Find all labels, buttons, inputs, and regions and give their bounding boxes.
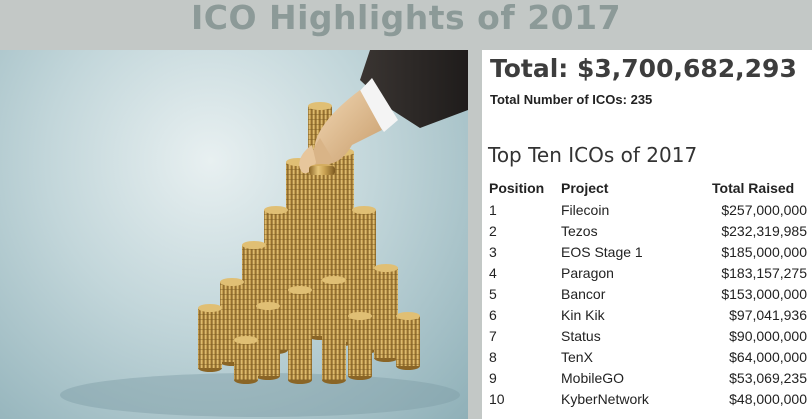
cell-project: Bancor: [561, 285, 606, 302]
cell-total-raised: $153,000,000: [721, 285, 807, 302]
cell-project: Kin Kik: [561, 306, 605, 323]
coin-stacks-photo: [0, 50, 468, 419]
ico-count: Total Number of ICOs: 235: [490, 92, 653, 107]
table-row: 7 Status $90,000,000: [489, 325, 807, 346]
table-row: 9 MobileGO $53,069,235: [489, 367, 807, 388]
cell-position: 2: [489, 222, 497, 239]
cell-project: EOS Stage 1: [561, 243, 643, 260]
table-row: 10 KyberNetwork $48,000,000: [489, 388, 807, 409]
table-header-row: Position Project Total Raised: [489, 177, 807, 199]
table-row: 1 Filecoin $257,000,000: [489, 199, 807, 220]
top-ten-table: Position Project Total Raised 1 Filecoin $…: [489, 177, 807, 409]
column-header-position: Position: [489, 180, 545, 196]
cell-project: Filecoin: [561, 201, 610, 218]
table-row: 6 Kin Kik $97,041,936: [489, 304, 807, 325]
cell-total-raised: $257,000,000: [721, 201, 807, 218]
cell-total-raised: $48,000,000: [729, 390, 807, 407]
cell-total-raised: $232,319,985: [721, 222, 807, 239]
cell-position: 1: [489, 201, 497, 218]
cell-position: 4: [489, 264, 497, 281]
table-row: 5 Bancor $153,000,000: [489, 283, 807, 304]
cell-project: Tezos: [561, 222, 598, 239]
cell-project: Paragon: [561, 264, 614, 281]
cell-position: 9: [489, 369, 497, 386]
top-ten-heading: Top Ten ICOs of 2017: [488, 143, 698, 167]
cell-position: 8: [489, 348, 497, 365]
total-raised: Total: $3,700,682,293: [490, 54, 797, 83]
table-row: 2 Tezos $232,319,985: [489, 220, 807, 241]
cell-project: TenX: [561, 348, 593, 365]
cell-total-raised: $183,157,275: [721, 264, 807, 281]
table-row: 8 TenX $64,000,000: [489, 346, 807, 367]
cell-total-raised: $64,000,000: [729, 348, 807, 365]
table-row: 3 EOS Stage 1 $185,000,000: [489, 241, 807, 262]
cell-position: 3: [489, 243, 497, 260]
cell-total-raised: $185,000,000: [721, 243, 807, 260]
cell-total-raised: $53,069,235: [729, 369, 807, 386]
cell-total-raised: $97,041,936: [729, 306, 807, 323]
cell-project: Status: [561, 327, 601, 344]
column-header-total-raised: Total Raised: [712, 180, 795, 196]
column-header-project: Project: [561, 180, 609, 196]
table-row: 4 Paragon $183,157,275: [489, 262, 807, 283]
hand-stacking-gold-coins-icon: [60, 50, 468, 417]
cell-project: MobileGO: [561, 369, 625, 386]
summary-panel: Total: $3,700,682,293 Total Number of IC…: [482, 50, 812, 419]
cell-position: 5: [489, 285, 497, 302]
page-title: ICO Highlights of 2017: [190, 0, 622, 37]
cell-position: 6: [489, 306, 497, 323]
cell-position: 10: [489, 390, 505, 407]
cell-position: 7: [489, 327, 497, 344]
cell-project: KyberNetwork: [561, 390, 649, 407]
cell-total-raised: $90,000,000: [729, 327, 807, 344]
